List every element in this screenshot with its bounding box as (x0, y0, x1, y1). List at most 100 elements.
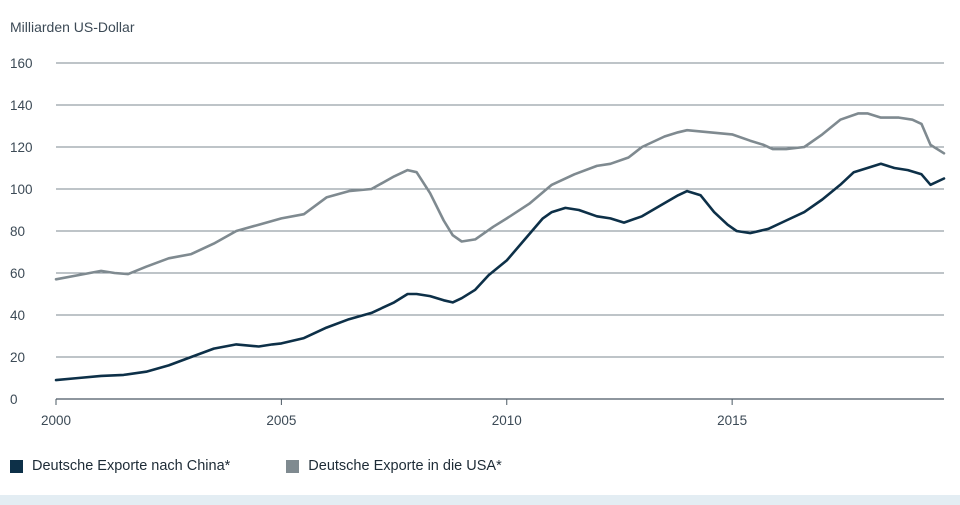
data-point (713, 211, 716, 214)
legend-swatch-usa (286, 459, 300, 473)
data-point (943, 152, 946, 155)
y-axis-unit-label: Milliarden US-Dollar (10, 19, 135, 35)
data-point (699, 194, 702, 197)
data-point (866, 167, 869, 170)
data-point (348, 190, 351, 193)
data-point (677, 131, 680, 134)
data-point (641, 146, 644, 149)
data-point (880, 116, 883, 119)
y-tick-label: 100 (10, 182, 33, 197)
data-point (609, 217, 612, 220)
data-point (920, 173, 923, 176)
data-point (803, 211, 806, 214)
data-point (145, 265, 148, 268)
data-point (442, 299, 445, 302)
data-point (929, 144, 932, 147)
data-point (190, 253, 193, 256)
series-line-china (54, 162, 946, 382)
legend-label-china: Deutsche Exporte nach China* (32, 458, 231, 474)
y-tick-label: 60 (10, 266, 25, 281)
data-point (623, 221, 626, 224)
data-point (596, 215, 599, 218)
series-lines (54, 112, 946, 382)
data-point (145, 370, 148, 373)
data-point (113, 272, 116, 275)
data-point (573, 173, 576, 176)
data-point (77, 274, 80, 277)
data-point (857, 112, 860, 115)
x-tick-labels: 2000 2005 2010 2015 (41, 399, 747, 428)
data-point (528, 202, 531, 205)
y-tick-label: 160 (10, 56, 33, 71)
y-tick-label: 80 (10, 224, 25, 239)
y-tick-label: 140 (10, 98, 33, 113)
data-point (415, 293, 418, 296)
data-point (303, 337, 306, 340)
data-point (393, 301, 396, 304)
legend-swatch-china (10, 459, 23, 473)
data-point (659, 205, 662, 208)
data-point (686, 190, 689, 193)
data-point (325, 326, 328, 329)
data-point (677, 194, 680, 197)
data-point (821, 133, 824, 136)
data-point (303, 213, 306, 216)
data-point (524, 238, 527, 241)
data-point (731, 133, 734, 136)
data-point (551, 184, 554, 187)
x-tick-label: 2015 (717, 413, 747, 428)
data-point (663, 135, 666, 138)
legend-label-usa: Deutsche Exporte in die USA* (308, 458, 502, 474)
data-point (803, 146, 806, 149)
data-point (280, 217, 283, 220)
data-point (839, 184, 842, 187)
line-chart: Milliarden US-Dollar 0 20 40 60 80 100 120 140 1… (10, 19, 946, 428)
data-point (122, 374, 125, 377)
data-point (460, 240, 463, 243)
data-point (726, 223, 729, 226)
data-point (460, 297, 463, 300)
data-point (271, 343, 274, 346)
x-tick-label: 2010 (492, 413, 522, 428)
data-point (213, 242, 216, 245)
data-point (551, 211, 554, 214)
data-point (429, 192, 432, 195)
data-point (785, 148, 788, 151)
data-point (506, 217, 509, 220)
gridlines (56, 62, 944, 400)
data-point (762, 144, 765, 147)
data-point (596, 165, 599, 168)
legend: Deutsche Exporte nach China* Deutsche Ex… (10, 458, 502, 474)
data-point (370, 188, 373, 191)
data-point (280, 342, 283, 345)
data-point (127, 273, 130, 276)
y-tick-label: 0 (10, 392, 18, 407)
data-point (564, 207, 567, 210)
data-point (708, 131, 711, 134)
data-point (451, 234, 454, 237)
data-point (258, 345, 261, 348)
data-point (393, 175, 396, 178)
data-point (641, 215, 644, 218)
data-point (920, 123, 923, 126)
y-tick-label: 120 (10, 140, 33, 155)
x-tick-label: 2000 (41, 413, 71, 428)
data-point (429, 295, 432, 298)
data-point (771, 148, 774, 151)
data-point (55, 278, 58, 281)
data-point (492, 226, 495, 229)
data-point (880, 163, 883, 166)
data-point (821, 198, 824, 201)
data-point (929, 184, 932, 187)
data-point (749, 232, 752, 235)
data-point (943, 177, 946, 180)
data-point (542, 217, 545, 220)
data-point (406, 293, 409, 296)
data-point (898, 116, 901, 119)
data-point (853, 171, 856, 174)
data-point (911, 118, 914, 121)
y-tick-label: 20 (10, 350, 25, 365)
data-point (190, 356, 193, 359)
data-point (442, 219, 445, 222)
legend-item-usa: Deutsche Exporte in die USA* (286, 458, 502, 474)
